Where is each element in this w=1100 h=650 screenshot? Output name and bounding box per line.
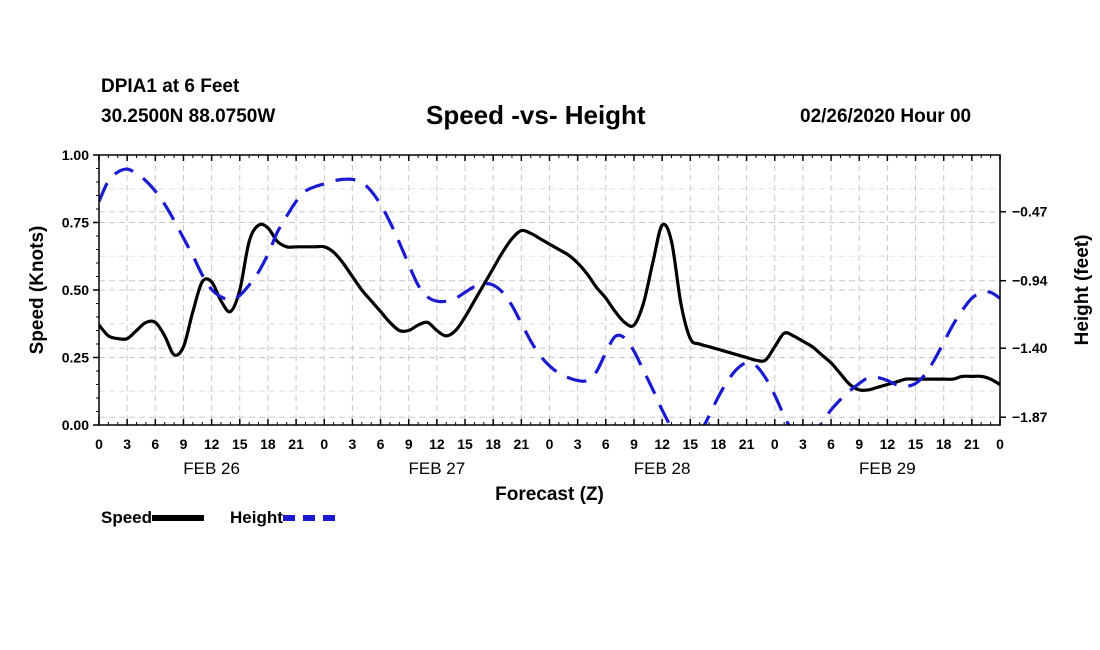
x-tick-label: 21 — [514, 436, 530, 452]
y2-tick-label: −0.47 — [1012, 204, 1048, 220]
x-tick-label: 21 — [739, 436, 755, 452]
y2-tick-label: −1.40 — [1012, 340, 1048, 356]
x-tick-label: 12 — [429, 436, 445, 452]
speed-series-line — [99, 222, 1000, 393]
x-tick-label: 21 — [964, 436, 980, 452]
y-axis-left-ticks: 0.00 0.25 0.50 0.75 1.00 — [62, 147, 99, 433]
y-tick-label: 0.50 — [62, 282, 89, 298]
x-tick-label: 6 — [377, 436, 385, 452]
legend-speed: Speed — [101, 508, 205, 528]
y2-tick-label: −0.94 — [1012, 273, 1048, 289]
x-tick-label: 9 — [180, 436, 188, 452]
x-tick-label: 0 — [771, 436, 779, 452]
y-tick-label: 0.75 — [62, 215, 89, 231]
x-tick-label: 9 — [855, 436, 863, 452]
y2-tick-label: −1.87 — [1012, 409, 1048, 425]
plot-frame — [98, 154, 1001, 426]
x-tick-label: 12 — [204, 436, 220, 452]
x-tick-label: 21 — [288, 436, 304, 452]
x-tick-label: 3 — [123, 436, 131, 452]
legend-speed-label: Speed — [101, 508, 153, 527]
legend-height: Height — [230, 508, 335, 528]
station-label: DPIA1 at 6 Feet — [101, 76, 240, 97]
forecast-timestamp: 02/26/2020 Hour 00 — [800, 106, 972, 127]
x-tick-label: 12 — [880, 436, 896, 452]
legend-height-swatch — [282, 515, 335, 521]
x-tick-label: 15 — [908, 436, 924, 452]
x-tick-label: 3 — [574, 436, 582, 452]
x-tick-label: 18 — [260, 436, 276, 452]
x-tick-label: 3 — [799, 436, 807, 452]
y-tick-label: 0.00 — [62, 417, 89, 433]
chart-title: Speed -vs- Height — [426, 100, 646, 130]
x-tick-label: 15 — [457, 436, 473, 452]
date-label: FEB 28 — [634, 459, 691, 478]
x-axis-title: Forecast (Z) — [495, 484, 604, 505]
x-tick-label: 9 — [405, 436, 413, 452]
x-tick-label: 0 — [546, 436, 554, 452]
grid-lines — [99, 155, 1000, 425]
x-tick-label: 15 — [232, 436, 248, 452]
legend-height-label: Height — [230, 508, 283, 527]
date-label: FEB 27 — [409, 459, 466, 478]
x-tick-label: 0 — [95, 436, 103, 452]
x-tick-label: 3 — [349, 436, 357, 452]
x-tick-label: 0 — [996, 436, 1004, 452]
height-series-line — [99, 167, 1000, 425]
x-tick-label: 18 — [485, 436, 501, 452]
date-label: FEB 29 — [859, 459, 916, 478]
x-tick-label: 18 — [711, 436, 727, 452]
x-tick-label: 0 — [320, 436, 328, 452]
y-tick-label: 0.25 — [62, 350, 89, 366]
y-tick-label: 1.00 — [62, 147, 89, 163]
y-axis-right-ticks: −0.47 −0.94 −1.40 −1.87 — [1000, 204, 1048, 425]
x-tick-label: 15 — [682, 436, 698, 452]
x-tick-label: 12 — [654, 436, 670, 452]
x-tick-label: 9 — [630, 436, 638, 452]
x-tick-label: 6 — [602, 436, 610, 452]
coordinates-label: 30.2500N 88.0750W — [101, 106, 276, 127]
legend-speed-swatch — [152, 515, 205, 521]
x-tick-label: 6 — [827, 436, 835, 452]
date-label: FEB 26 — [183, 459, 240, 478]
x-axis-ticks: 0 3 6 9 12 15 18 21 0 3 6 9 12 15 18 21 0 3 6 9 12 15 18 21 0 3 6 9… — [95, 155, 1004, 478]
x-tick-label: 6 — [151, 436, 159, 452]
y-axis-left-title: Speed (Knots) — [27, 226, 48, 355]
x-tick-label: 18 — [936, 436, 952, 452]
y-axis-right-title: Height (feet) — [1072, 235, 1093, 346]
